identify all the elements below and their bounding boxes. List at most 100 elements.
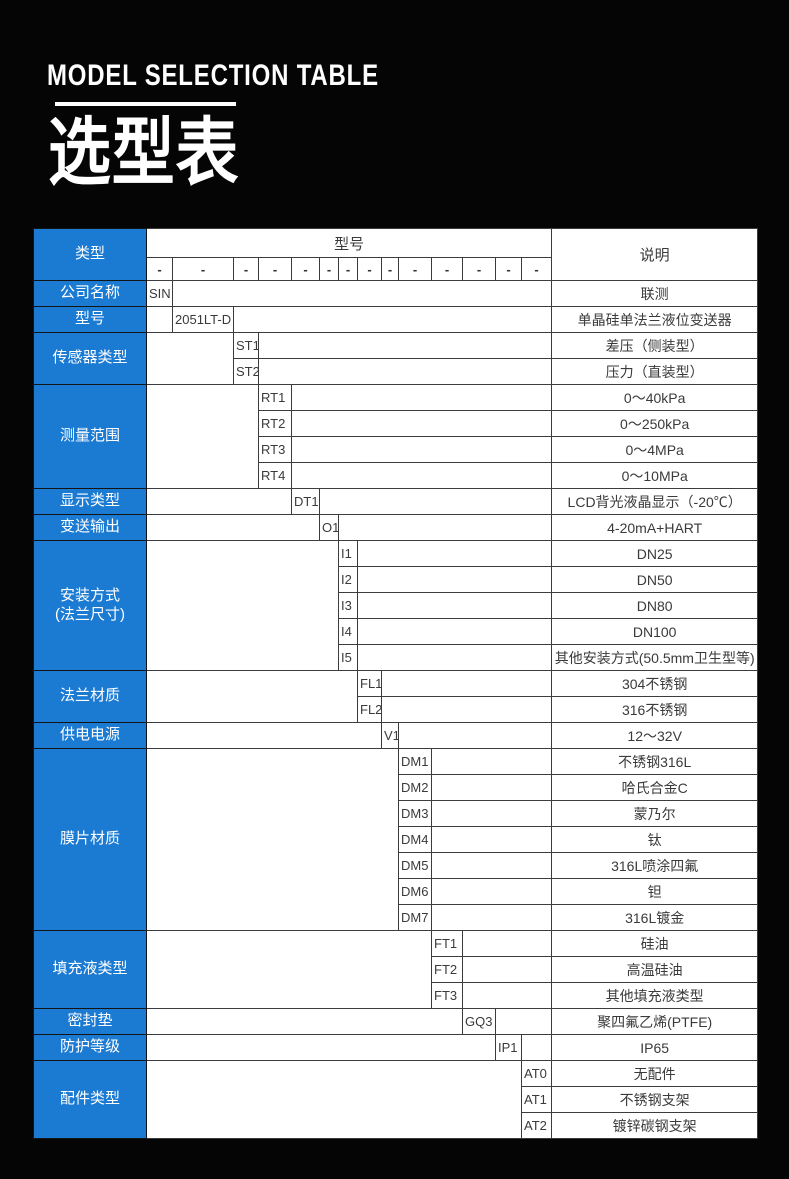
empty-spacer-cell (146, 306, 173, 333)
model-selection-table: 类型 型号 说明 - - - - - - - - - - - - - - 公司名称 SIN 联测 型号 2051LT-D 单… (33, 228, 759, 1139)
model-code-cell: I5 (338, 644, 358, 671)
model-separator-dash: - (357, 257, 382, 281)
description-cell: DN80 (551, 592, 759, 619)
model-code-cell: RT2 (258, 410, 292, 437)
model-code-cell: I1 (338, 540, 358, 567)
model-code-cell: ST1 (233, 332, 259, 359)
description-cell: 0～40kPa (551, 384, 759, 411)
model-code-cell: I3 (338, 592, 358, 619)
table-row: RT2 0～250kPa (34, 410, 759, 437)
model-separator-dash: - (338, 257, 358, 281)
category-label: 显示类型 (33, 488, 147, 515)
table-row: FT2 高温硅油 (34, 956, 759, 983)
empty-spacer-cell (380, 696, 553, 723)
category-label-line: 安装方式 (59, 586, 120, 604)
model-separator-dash: - (520, 257, 553, 281)
category-label: 测量范围 (33, 384, 147, 489)
model-code-cell: AT2 (520, 1112, 553, 1139)
empty-spacer-cell (337, 514, 553, 541)
description-cell: 316不锈钢 (551, 696, 759, 723)
description-cell: 镀锌碳钢支架 (551, 1112, 759, 1139)
description-cell: 304不锈钢 (551, 670, 759, 697)
description-cell: 聚四氟乙烯(PTFE) (551, 1008, 759, 1035)
model-code-cell: AT1 (520, 1086, 553, 1113)
table-row: DM3 蒙乃尔 (34, 800, 759, 827)
model-code-cell: DM7 (398, 904, 432, 931)
model-code-cell: DT1 (291, 488, 320, 515)
category-label-line: 型号 (74, 310, 105, 328)
description-cell: 其他安装方式(50.5mm卫生型等) (551, 644, 759, 671)
empty-spacer-cell (430, 852, 553, 879)
empty-spacer-cell (257, 358, 553, 385)
description-cell: 其他填充液类型 (551, 982, 759, 1009)
model-separator-dash: - (258, 257, 292, 281)
model-code-cell: GQ3 (462, 1008, 496, 1035)
table-row: RT4 0～10MPa (34, 462, 759, 489)
category-label-line: 配件类型 (59, 1090, 120, 1108)
description-cell: 联测 (551, 280, 759, 307)
category-label-line: 公司名称 (59, 284, 120, 302)
empty-spacer-cell (146, 1008, 463, 1035)
description-cell: 哈氏合金C (551, 774, 759, 801)
empty-spacer-cell (146, 384, 259, 489)
model-code-cell: DM4 (398, 826, 432, 853)
description-cell: DN50 (551, 566, 759, 593)
empty-spacer-cell (171, 280, 553, 307)
empty-spacer-cell (430, 826, 553, 853)
model-code-cell: 2051LT-D (172, 306, 234, 333)
description-cell: 4-20mA+HART (551, 514, 759, 541)
model-separator-dash: - (381, 257, 399, 281)
empty-spacer-cell (257, 332, 553, 359)
table-row: 填充液类型 FT1 硅油 (33, 930, 759, 1009)
empty-spacer-cell (356, 540, 553, 567)
model-separator-dash: - (146, 257, 173, 281)
empty-spacer-cell (380, 670, 553, 697)
model-separator-dash: - (495, 257, 522, 281)
empty-spacer-cell (461, 930, 553, 957)
category-label-line: 传感器类型 (52, 349, 128, 367)
empty-spacer-cell (146, 1034, 496, 1061)
model-code-cell: DM5 (398, 852, 432, 879)
table-corner-type-header: 类型 (33, 228, 147, 281)
category-label: 防护等级 (33, 1034, 147, 1061)
category-label-line: 膜片材质 (59, 830, 120, 848)
empty-spacer-cell (146, 930, 432, 1009)
model-code-cell: V1 (381, 722, 399, 749)
table-row: 膜片材质 DM1 不锈钢316L (33, 748, 759, 931)
table-row: 安装方式 (法兰尺寸) I1 DN25 (33, 540, 759, 671)
empty-spacer-cell (356, 566, 553, 593)
description-cell: 0～250kPa (551, 410, 759, 437)
description-cell: 硅油 (551, 930, 759, 957)
empty-spacer-cell (356, 644, 553, 671)
empty-spacer-cell (290, 462, 553, 489)
description-cell: 蒙乃尔 (551, 800, 759, 827)
description-cell: 0～10MPa (551, 462, 759, 489)
page-title-en: MODEL SELECTION TABLE (47, 59, 379, 92)
empty-spacer-cell (290, 384, 553, 411)
empty-spacer-cell (430, 748, 553, 775)
table-row: DM5 316L喷涂四氟 (34, 852, 759, 879)
empty-spacer-cell (430, 904, 553, 931)
page-title-zh: 选型表 (48, 111, 240, 194)
empty-spacer-cell (430, 800, 553, 827)
table-row: 传感器类型 ST1 差压（侧装型） (33, 332, 759, 385)
category-label-line: 供电电源 (59, 726, 120, 744)
category-label-line: 法兰材质 (59, 687, 120, 705)
model-separator-dash: - (291, 257, 320, 281)
empty-spacer-cell (356, 592, 553, 619)
description-cell: 不锈钢支架 (551, 1086, 759, 1113)
description-cell: 钽 (551, 878, 759, 905)
category-label: 密封垫 (33, 1008, 147, 1035)
table-row: 型号 2051LT-D 单晶硅单法兰液位变送器 (33, 306, 759, 333)
empty-spacer-cell (146, 488, 292, 515)
category-label: 公司名称 (33, 280, 147, 307)
model-code-cell: FT3 (431, 982, 463, 1009)
description-cell: DN25 (551, 540, 759, 567)
description-header: 说明 (551, 228, 759, 281)
description-cell: 0～4MPa (551, 436, 759, 463)
title-divider (55, 102, 236, 106)
description-cell: 无配件 (551, 1060, 759, 1087)
category-label: 传感器类型 (33, 332, 147, 385)
category-label-line: (法兰尺寸) (55, 605, 125, 623)
